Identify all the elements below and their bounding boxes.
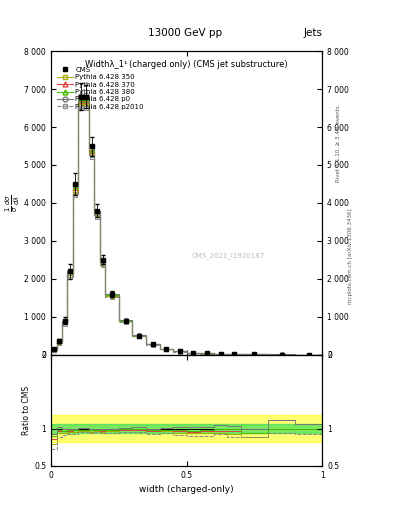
Y-axis label: Ratio to CMS: Ratio to CMS	[22, 386, 31, 435]
Text: 13000 GeV pp: 13000 GeV pp	[148, 28, 222, 38]
X-axis label: width (charged-only): width (charged-only)	[140, 485, 234, 495]
Text: Widthλ_1¹ (charged only) (CMS jet substructure): Widthλ_1¹ (charged only) (CMS jet substr…	[85, 60, 288, 69]
Text: Rivet 3.1.10, ≥ 3.4M events: Rivet 3.1.10, ≥ 3.4M events	[336, 105, 341, 182]
Bar	[51, 415, 322, 442]
Text: Jets: Jets	[303, 28, 322, 38]
Text: CMS_2021_I1920187: CMS_2021_I1920187	[192, 252, 265, 259]
Bar	[51, 424, 322, 433]
Legend: CMS, Pythia 6.428 350, Pythia 6.428 370, Pythia 6.428 380, Pythia 6.428 p0, Pyth: CMS, Pythia 6.428 350, Pythia 6.428 370,…	[57, 67, 144, 110]
Text: mcplots.cern.ch [arXiv:1306.3436]: mcplots.cern.ch [arXiv:1306.3436]	[348, 208, 353, 304]
Y-axis label: $\frac{1}{\sigma}\,\frac{d\sigma}{d\lambda}$: $\frac{1}{\sigma}\,\frac{d\sigma}{d\lamb…	[3, 194, 22, 212]
